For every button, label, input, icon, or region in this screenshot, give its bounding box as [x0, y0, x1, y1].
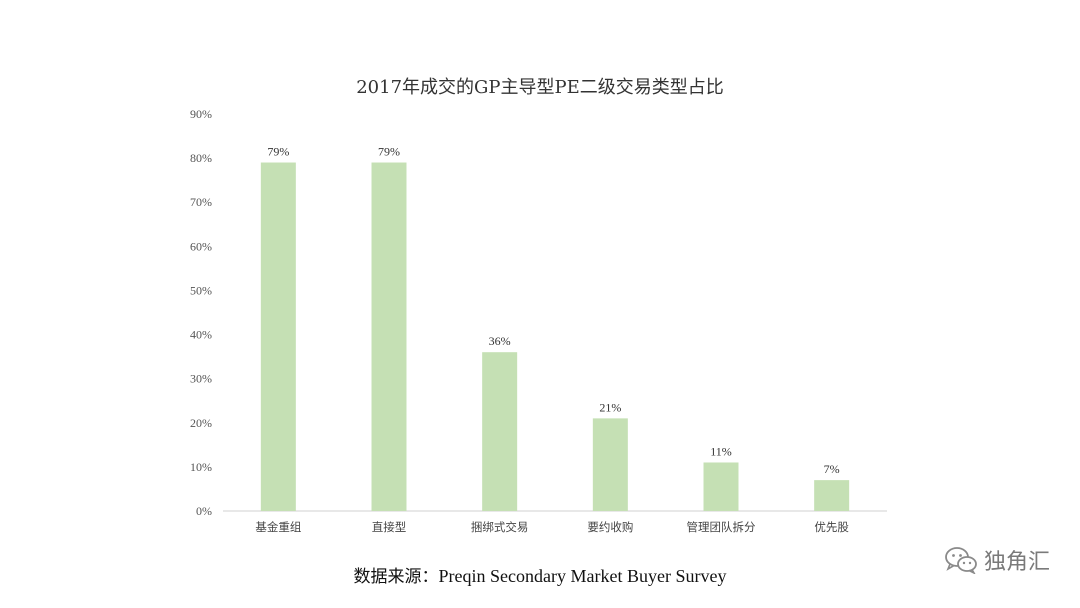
- x-axis: 基金重组 直接型 捆绑式交易 要约收购 管理团队拆分 优先股: [255, 520, 849, 534]
- watermark: 独角汇: [944, 544, 1050, 576]
- data-label: 79%: [267, 145, 289, 159]
- bars: [260, 162, 850, 511]
- y-tick-label: 80%: [190, 151, 212, 165]
- chart-title: 2017年成交的GP主导型PE二级交易类型占比: [356, 77, 724, 98]
- data-label: 7%: [824, 462, 840, 476]
- bar: [592, 418, 628, 511]
- source-value: Preqin Secondary Market Buyer Survey: [438, 566, 727, 586]
- bar: [482, 352, 518, 511]
- data-label: 79%: [378, 145, 400, 159]
- y-tick-label: 10%: [190, 460, 212, 474]
- y-tick-label: 30%: [190, 372, 212, 386]
- bar: [703, 462, 739, 511]
- x-tick-label: 直接型: [372, 520, 407, 534]
- data-label: 36%: [489, 334, 511, 348]
- data-label: 11%: [710, 444, 732, 458]
- y-tick-label: 0%: [196, 504, 212, 518]
- y-axis: 0% 10% 20% 30% 40% 50% 60% 70% 80% 90%: [190, 107, 212, 518]
- y-tick-label: 60%: [190, 239, 212, 253]
- data-label: 21%: [599, 400, 621, 414]
- bar: [814, 480, 850, 511]
- wechat-icon: [945, 547, 977, 574]
- y-tick-label: 90%: [190, 107, 212, 121]
- y-tick-label: 50%: [190, 283, 212, 297]
- y-tick-label: 40%: [190, 328, 212, 342]
- data-labels: 79% 79% 36% 21% 11% 7%: [267, 145, 839, 477]
- x-tick-label: 管理团队拆分: [687, 520, 756, 534]
- bar: [371, 162, 407, 511]
- x-tick-label: 捆绑式交易: [471, 520, 529, 534]
- x-tick-label: 基金重组: [255, 520, 301, 534]
- x-tick-label: 优先股: [814, 520, 849, 534]
- x-tick-label: 要约收购: [587, 520, 633, 534]
- source-line: 数据来源：Preqin Secondary Market Buyer Surve…: [0, 562, 1080, 587]
- watermark-text: 独角汇: [983, 550, 1050, 575]
- y-tick-label: 20%: [190, 416, 212, 430]
- source-label: 数据来源：: [353, 567, 439, 587]
- bar: [260, 162, 296, 511]
- y-tick-label: 70%: [190, 195, 212, 209]
